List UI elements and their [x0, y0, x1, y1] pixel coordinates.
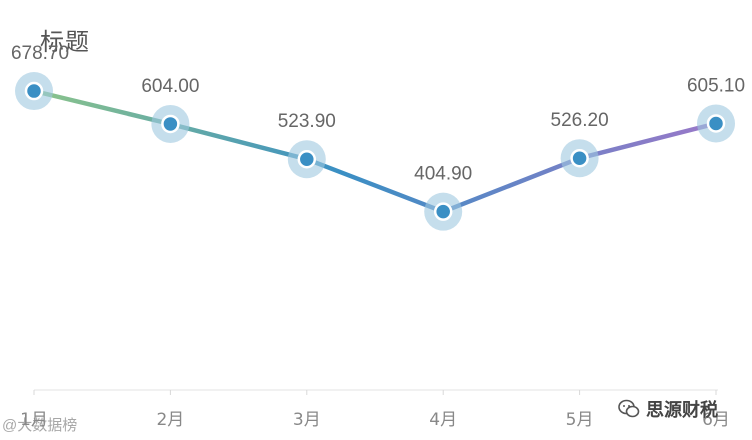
data-point	[560, 139, 599, 178]
data-points	[15, 72, 735, 231]
data-point-marker	[161, 114, 180, 134]
data-point-marker	[433, 202, 453, 221]
data-point-marker	[706, 114, 726, 133]
data-label: 526.20	[551, 110, 609, 131]
data-label: 404.90	[414, 164, 472, 185]
series-line	[31, 88, 719, 214]
chart-title: 标题	[40, 29, 90, 56]
x-tick-label: 4月	[429, 410, 457, 430]
data-label: 604.00	[141, 76, 199, 97]
data-point	[424, 192, 463, 231]
data-label: 678.70	[11, 43, 69, 64]
watermark-left: @大数据榜	[2, 417, 78, 434]
data-point	[15, 72, 53, 111]
x-tick-labels: 1月 2月 3月 4月 5月 6月	[20, 410, 730, 430]
data-label: 605.10	[687, 75, 745, 96]
data-point-marker	[297, 149, 317, 169]
data-point	[151, 104, 190, 143]
x-tick-label: 5月	[566, 410, 594, 430]
data-point	[287, 140, 326, 179]
x-tick-label: 1月	[20, 410, 48, 430]
data-point	[697, 104, 735, 143]
x-tick-label: 3月	[293, 410, 321, 430]
data-point-marker	[24, 81, 44, 101]
x-axis-ticks	[33, 390, 717, 395]
x-tick-label: 6月	[702, 410, 730, 430]
wechat-icon	[618, 399, 640, 418]
x-tick-label: 2月	[156, 410, 184, 430]
data-label: 523.90	[278, 111, 336, 132]
watermark-right-text: 思源财税	[646, 400, 718, 420]
watermark-right: 思源财税	[618, 396, 718, 422]
data-point-marker	[570, 148, 589, 168]
data-labels: 678.70 604.00 523.90 404.90 526.20 605.10	[11, 43, 745, 185]
